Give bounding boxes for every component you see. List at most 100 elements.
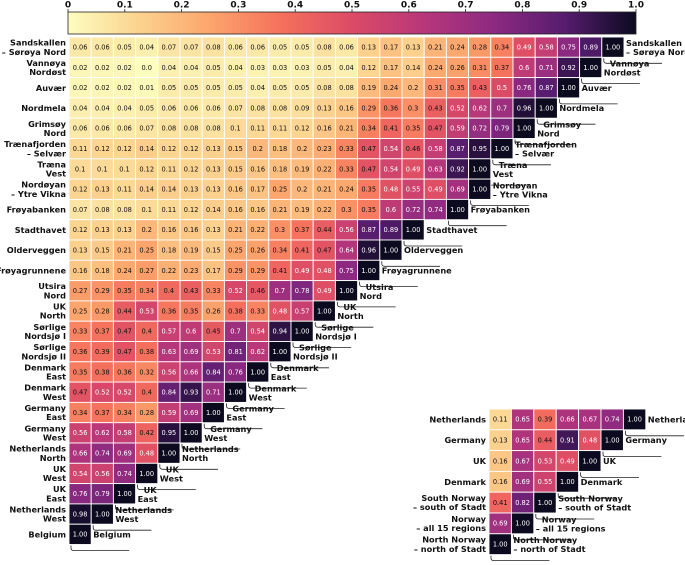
cell-value: 1.00 [515,520,530,528]
cell-value: 0.2 [297,186,308,194]
cell-value: 0.35 [361,206,376,214]
cell-value: 0.47 [317,246,332,254]
cell-value: 0.91 [560,437,575,445]
column-label-line: West [160,473,183,483]
cell-value: 0.29 [250,267,265,275]
cell-value: 0.84 [162,389,177,397]
cell-value: 0.54 [250,328,265,336]
colorbar-tick-label: 0.6 [401,1,417,11]
row-label: UK [473,456,487,466]
row-label-line: Norway [451,514,486,524]
column-label: Germany [625,435,667,445]
cell-value: 0.45 [206,328,221,336]
cell-value: 0.15 [228,165,243,173]
heatmap-cell [135,462,159,485]
column-label: Sørlige Nordsjø II [293,343,338,362]
column-label-line: – Sørøya Nord [626,47,685,57]
cell-value: 0.29 [228,267,243,275]
cell-value: 0.18 [273,145,288,153]
row-label-line: UK [53,464,67,474]
cell-value: 0.53 [139,307,154,315]
cell-value: 0.55 [538,478,553,486]
cell-value: 0.12 [184,145,199,153]
cell-value: 1.00 [472,165,487,173]
column-label-bracket [514,139,574,145]
heatmap-cell [68,523,92,545]
cell-value: 0.69 [117,449,132,457]
cell-value: 0.03 [295,64,310,72]
cell-value: 0.33 [339,165,354,173]
cell-value: 0.44 [117,307,132,315]
cell-value: 0.37 [295,226,310,234]
column-label-bracket [448,220,507,227]
row-label-line: Nordsjø I [24,331,66,341]
row-label: Sørlige Nordsjø I [24,322,66,341]
cell-value: 0.04 [339,64,354,72]
cell-value: 0.44 [317,226,332,234]
cell-value: 0.03 [273,64,288,72]
cell-value: 0.24 [428,64,443,72]
cell-value: 0.56 [339,226,354,234]
cell-value: 0.67 [515,457,530,465]
row-label: Vannøya Nordøst [26,58,66,77]
cell-value: 0.13 [95,226,110,234]
cell-value: 0.21 [117,246,132,254]
row-label-line: Utsira [38,281,66,291]
cell-value: 0.25 [228,246,243,254]
cell-value: 0.05 [317,64,332,72]
cell-value: 0.63 [428,165,443,173]
cell-value: 0.72 [406,206,421,214]
cell-value: 0.22 [317,206,332,214]
cell-value: 0.49 [560,457,575,465]
cell-value: 0.14 [139,186,154,194]
column-label-bracket [580,472,639,478]
cell-value: 1.00 [538,499,553,507]
cell-value: 0.54 [384,165,399,173]
column-label-line: Netherlands [648,414,685,424]
column-label-line: Nordmela [559,103,604,113]
column-label-line: UK [144,485,158,495]
cell-value: 0.04 [95,104,110,112]
cell-value: 0.08 [184,125,199,133]
cell-value: 1.00 [95,510,110,518]
cell-value: 0.06 [73,43,88,51]
row-label-line: West [43,432,66,442]
column-label: Olderveggen [404,245,463,255]
cell-value: 0.52 [117,389,132,397]
cell-value: 0.13 [117,226,132,234]
cell-value: 1.00 [517,125,532,133]
cell-value: 0.52 [450,104,465,112]
cell-value: 0.35 [406,125,421,133]
cell-value: 0.71 [539,64,554,72]
cell-value: 0.47 [361,165,376,173]
column-label-line: Denmark [255,383,297,393]
cell-value: 0.95 [162,429,177,437]
cell-value: 0.29 [361,104,376,112]
row-label: UK North [40,301,67,320]
cell-value: 0.05 [117,43,132,51]
heatmap-cell [112,483,137,505]
cell-value: 0.38 [139,348,154,356]
cell-value: 0.62 [95,429,110,437]
cell-value: 0.76 [228,368,243,376]
column-label-bracket [359,281,418,287]
column-label: Germany East [226,404,274,423]
cell-value: 0.08 [206,43,221,51]
heatmap-cell [179,422,203,444]
country-heatmap: Netherlands 0.11 0.65 0.39 0.66 0.67 0.74 1.00 N… [413,408,685,561]
cell-value: 0.13 [184,186,199,194]
cell-value: 0.62 [472,104,487,112]
cell-value: 0.05 [206,84,221,92]
column-label-line: – north of Stadt [513,544,585,554]
column-label-line: Nord [537,128,560,138]
heatmap-cell [201,401,225,424]
cell-value: 0.0 [141,64,152,72]
cell-value: 1.00 [605,437,620,445]
cell-value: 0.69 [493,520,508,528]
column-label-line: East [226,413,246,423]
cell-value: 0.79 [95,490,110,498]
cell-value: 0.05 [139,104,154,112]
column-label-bracket [92,525,152,531]
cell-value: 0.74 [428,206,443,214]
row-label: Netherlands [429,414,486,424]
